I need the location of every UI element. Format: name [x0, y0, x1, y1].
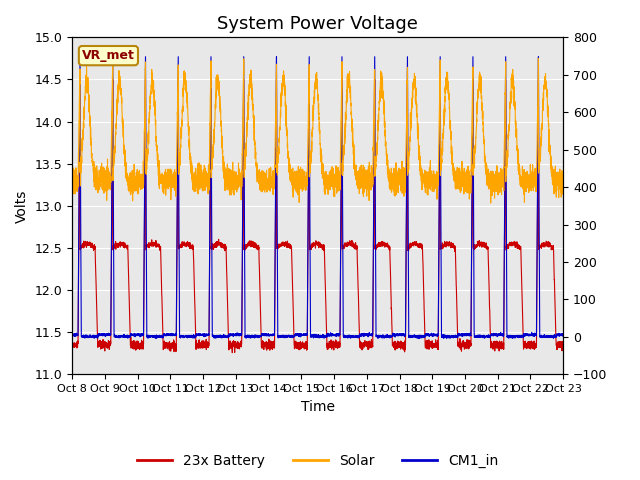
CM1_in — [512, 334, 520, 340]
CM1_in — [257, 333, 264, 338]
23x Battery — [514, 244, 522, 250]
Line: CM1_in: CM1_in — [72, 57, 563, 338]
Line: Solar: Solar — [72, 58, 563, 203]
23x Battery — [257, 305, 264, 311]
CM1_in — [416, 336, 424, 341]
Solar — [487, 200, 495, 206]
CM1_in — [376, 334, 383, 339]
23x Battery — [76, 77, 84, 83]
23x Battery — [559, 345, 567, 350]
Solar — [514, 157, 522, 163]
23x Battery — [68, 341, 76, 347]
Legend: 23x Battery, Solar, CM1_in: 23x Battery, Solar, CM1_in — [132, 449, 504, 474]
Solar — [559, 180, 567, 186]
23x Battery — [376, 242, 383, 248]
23x Battery — [534, 224, 541, 230]
Solar — [127, 176, 134, 181]
23x Battery — [512, 241, 520, 247]
CM1_in — [534, 208, 541, 214]
Text: VR_met: VR_met — [82, 49, 135, 62]
Solar — [257, 180, 264, 186]
Solar — [68, 179, 76, 184]
CM1_in — [76, 54, 84, 60]
Solar — [533, 129, 541, 134]
CM1_in — [514, 334, 522, 339]
23x Battery — [127, 343, 135, 348]
X-axis label: Time: Time — [301, 400, 335, 414]
CM1_in — [127, 332, 135, 337]
Title: System Power Voltage: System Power Voltage — [217, 15, 418, 33]
Solar — [376, 101, 383, 107]
Line: 23x Battery: 23x Battery — [72, 80, 563, 353]
CM1_in — [68, 332, 76, 337]
Y-axis label: Volts: Volts — [15, 189, 29, 223]
23x Battery — [228, 350, 236, 356]
Solar — [512, 125, 520, 131]
CM1_in — [559, 332, 567, 337]
Solar — [534, 55, 542, 61]
